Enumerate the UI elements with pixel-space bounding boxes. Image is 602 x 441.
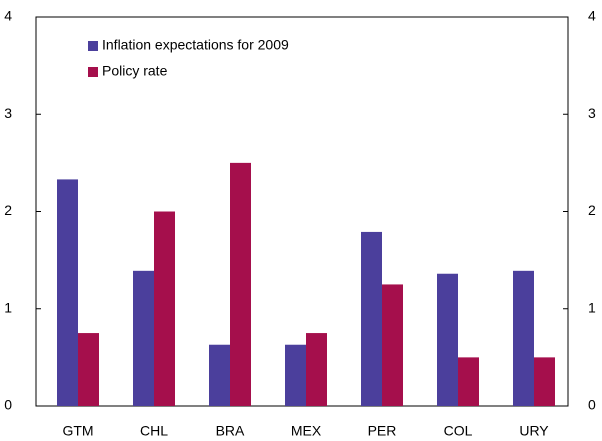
bar — [230, 162, 251, 406]
x-tick-label: MEX — [291, 423, 322, 439]
bar — [133, 270, 154, 406]
x-tick-label: COL — [444, 423, 473, 439]
y-tick-label: 2 — [4, 202, 12, 218]
x-tick-label: PER — [368, 423, 397, 439]
legend-label: Policy rate — [102, 63, 168, 79]
bar — [285, 344, 306, 406]
bar — [209, 344, 230, 406]
y-tick-label: 3 — [4, 105, 12, 121]
bar — [78, 333, 99, 406]
bar — [513, 270, 534, 406]
y-tick-label: 0 — [4, 397, 12, 413]
x-tick-label: GTM — [62, 423, 93, 439]
bar — [534, 357, 555, 406]
x-tick-label: URY — [519, 423, 549, 439]
legend-swatch — [88, 41, 98, 51]
y2-tick-label: 0 — [588, 397, 596, 413]
x-tick-label: CHL — [140, 423, 168, 439]
bar — [458, 357, 479, 406]
y2-tick-label: 1 — [588, 299, 596, 315]
y2-tick-label: 3 — [588, 105, 596, 121]
y-tick-label: 4 — [4, 8, 12, 24]
bar — [437, 273, 458, 406]
legend-swatch — [88, 67, 98, 77]
bar — [361, 231, 382, 406]
y2-tick-label: 4 — [588, 8, 596, 24]
legend-label: Inflation expectations for 2009 — [102, 37, 289, 53]
y-tick-label: 1 — [4, 299, 12, 315]
x-tick-label: BRA — [216, 423, 245, 439]
bar — [306, 333, 327, 406]
bar — [382, 284, 403, 406]
y2-tick-label: 2 — [588, 202, 596, 218]
bar — [57, 179, 78, 406]
bar — [154, 211, 175, 406]
